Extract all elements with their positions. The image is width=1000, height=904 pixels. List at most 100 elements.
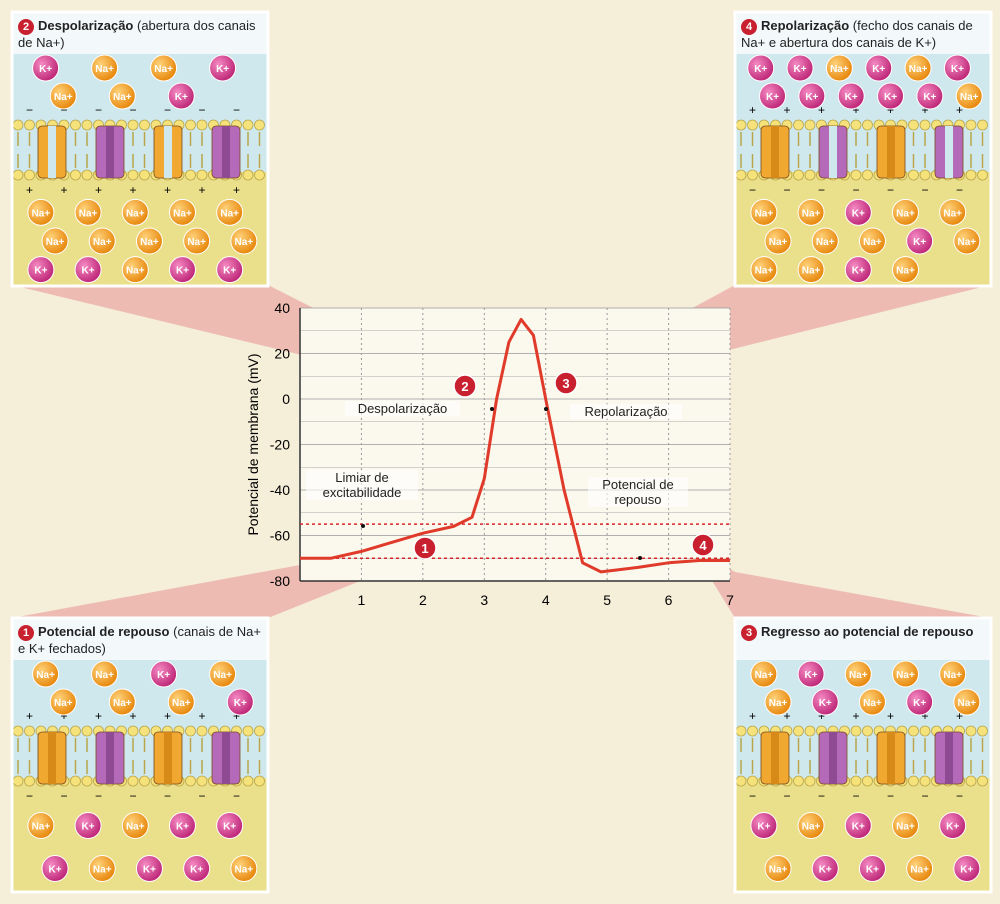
y-axis-label: Potencial de membrana (mV) [245,353,261,535]
charge-sign: + [818,709,825,723]
lipid-head [139,775,150,787]
y-tick-label: -80 [270,573,290,589]
potassium-ion [943,54,971,82]
lipid-head [70,775,81,787]
potassium-ion [27,256,55,284]
ion-label: Na+ [909,64,928,75]
charge-sign: + [783,709,790,723]
lipid-head [12,725,24,737]
graph-label: Potencial de repouso [588,477,688,507]
ion-label: Na+ [113,698,132,709]
ion-label: Na+ [187,237,206,248]
charge-sign: − [198,789,205,803]
panel-number: 3 [741,625,757,641]
lipid-head [804,169,816,181]
sodium-ion [891,660,919,688]
charge-sign: + [198,183,205,197]
lipid-head [804,775,816,787]
ion-label: K+ [754,64,767,75]
y-tick-label: 40 [274,300,290,316]
ion-label: Na+ [802,822,821,833]
potassium-ion [135,855,163,882]
panel: + − + − + − + − + − + − + − Na+ K+ Na+ Na+ Na+ Na+ K+ Na+ K+ Na… [733,616,993,894]
ion-label: Na+ [173,208,192,219]
channel-pore [48,732,56,784]
ion-label: K+ [866,865,879,876]
ion-label: Na+ [93,865,112,876]
ion-label: Na+ [172,698,191,709]
lipid-head [12,775,24,787]
step-marker [413,536,437,560]
ion-label: Na+ [896,670,915,681]
step-marker [554,371,578,395]
lipid-head [185,775,196,787]
panel-heading: Repolarização [761,18,850,33]
charge-sign: + [852,709,859,723]
sodium-ion [797,198,825,226]
ion-label: K+ [757,822,770,833]
lipid-head [81,725,93,737]
charge-sign: + [887,103,894,117]
charge-sign: + [95,183,102,197]
lipid-head [804,119,816,131]
channel-pore [164,126,172,178]
panel-heading: Potencial de repouso [38,624,170,639]
potassium-ion [786,54,814,82]
ion-label: Na+ [126,822,145,833]
ion-label: Na+ [943,670,962,681]
charge-sign: − [233,789,240,803]
sodium-ion [121,812,149,839]
lipid-head [70,169,81,181]
step-marker [453,374,477,398]
potassium-ion [798,82,826,110]
channel-pore [945,126,953,178]
lipid-head [185,169,196,181]
lipid-head [196,725,208,737]
lipid-head [850,169,862,181]
pointer-dot [361,524,365,528]
potassium-ion [74,256,102,284]
lipid-head [977,119,988,131]
sodium-ion [88,227,116,255]
ion-label: Na+ [235,865,254,876]
panel-title: 3 Regresso ao potencial de repouso [741,624,985,641]
charge-sign: − [956,183,963,197]
ion-label: Na+ [235,237,254,248]
y-tick-label: -60 [270,528,290,544]
ion-label: K+ [819,865,832,876]
sodium-ion [764,227,792,255]
sodium-ion [955,82,983,110]
sodium-ion [168,198,196,226]
ion-label: Na+ [54,698,73,709]
sodium-ion [797,256,825,284]
panel-heading: Regresso ao potencial de repouso [761,624,974,639]
charge-sign: − [95,789,102,803]
potential-curve [300,317,730,574]
channel-pore [887,732,895,784]
potassium-ion [844,256,872,284]
sodium-ion [49,688,77,716]
ion-label: Na+ [755,208,774,219]
potassium-ion [837,82,865,110]
lipid-head [747,775,758,787]
ion-label: Na+ [769,698,788,709]
lipid-head [735,169,747,181]
charge-sign: + [26,709,33,723]
potassium-ion [41,855,69,882]
panel-number: 4 [741,19,757,35]
charge-sign: − [129,103,136,117]
ion-label: Na+ [95,64,114,75]
lipid-head [862,775,873,787]
potassium-ion [74,812,102,839]
lipid-head [850,725,862,737]
charge-sign: + [60,183,67,197]
panel-border [733,10,993,288]
charge-sign: + [164,709,171,723]
lipid-head [919,775,931,787]
ion-label: Na+ [830,64,849,75]
ion-label: Na+ [896,822,915,833]
potassium-ion [811,855,839,882]
potassium-ion [216,256,244,284]
charge-sign: + [852,103,859,117]
